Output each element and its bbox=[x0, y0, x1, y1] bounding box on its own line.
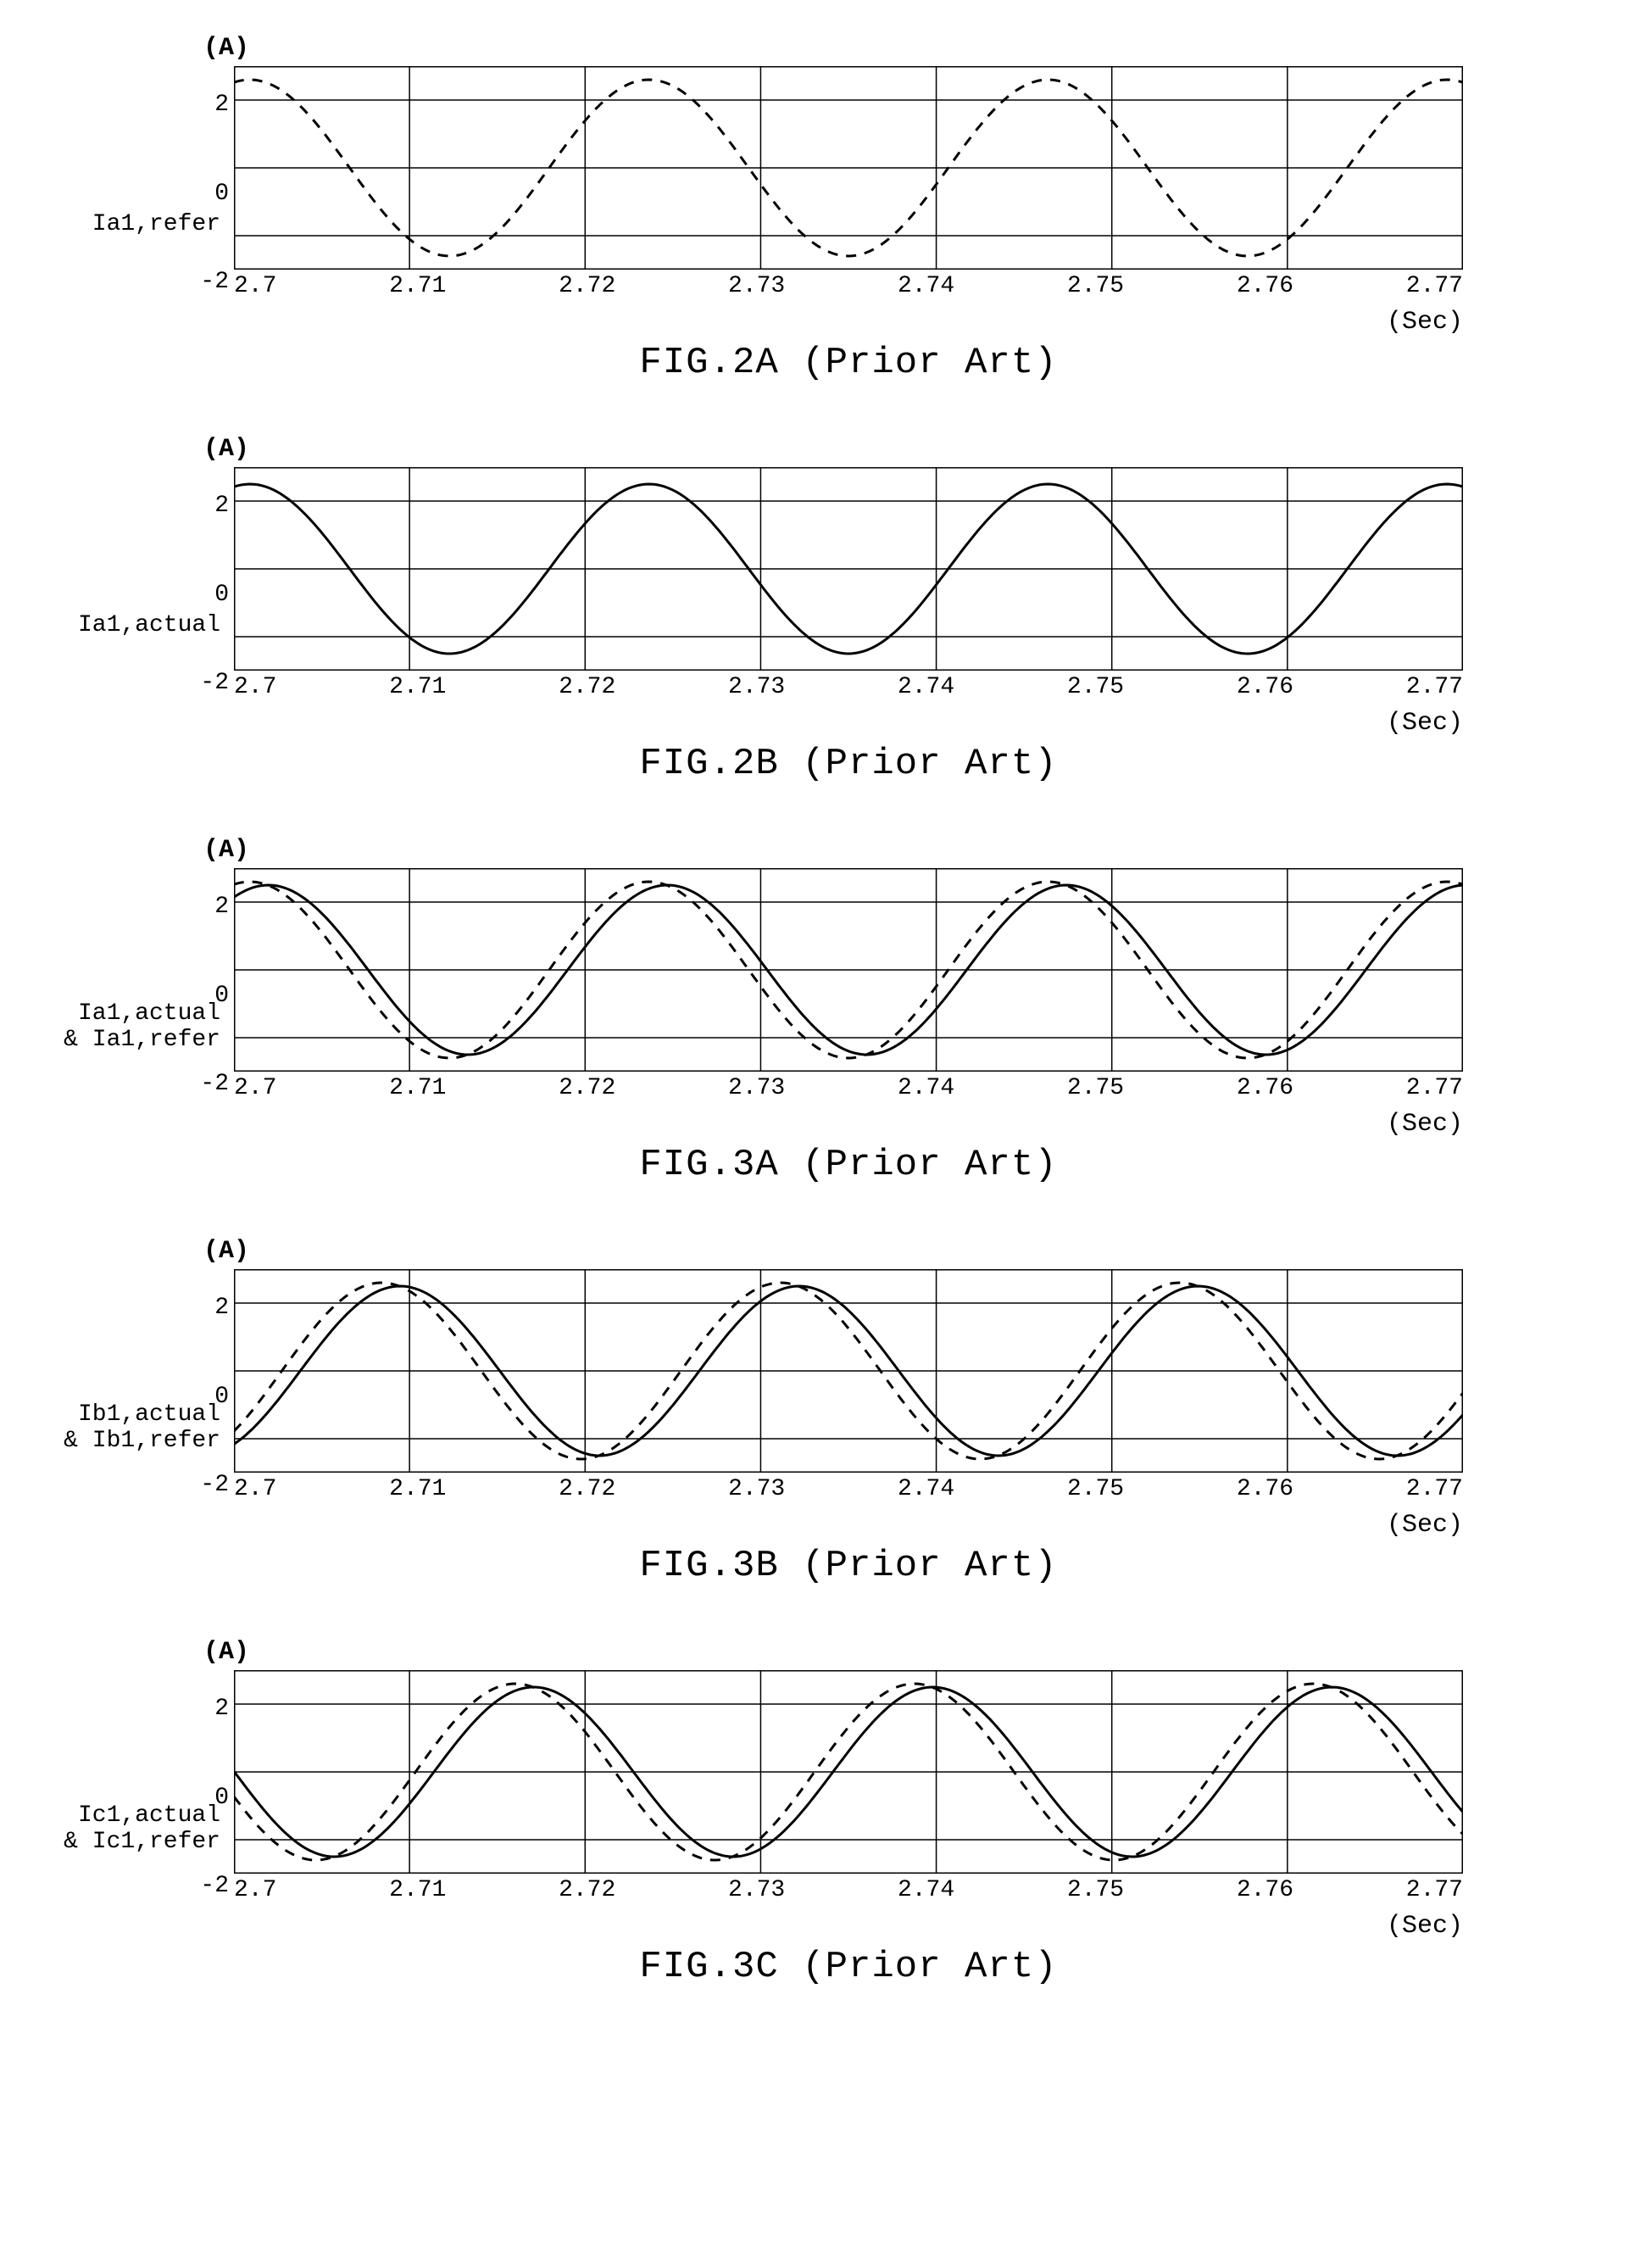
figure-caption: FIG.3A (Prior Art) bbox=[234, 1144, 1463, 1186]
x-tick: 2.72 bbox=[559, 674, 615, 700]
x-tick: 2.71 bbox=[389, 1075, 446, 1101]
x-tick: 2.73 bbox=[728, 1075, 785, 1101]
y-tick: 2 bbox=[192, 1295, 229, 1321]
y-tick-labels: 2 0 -2 bbox=[192, 868, 229, 1122]
x-tick: 2.71 bbox=[389, 273, 446, 299]
plot-area bbox=[234, 66, 1463, 270]
y-tick: 2 bbox=[192, 894, 229, 920]
y-tick: 0 bbox=[192, 983, 229, 1009]
figure-caption: FIG.3B (Prior Art) bbox=[234, 1545, 1463, 1587]
y-tick: -2 bbox=[192, 670, 229, 696]
x-tick: 2.77 bbox=[1406, 674, 1463, 700]
plot-area bbox=[234, 868, 1463, 1072]
y-tick: 2 bbox=[192, 92, 229, 118]
x-tick: 2.72 bbox=[559, 1075, 615, 1101]
x-tick: 2.7 bbox=[234, 1075, 276, 1101]
x-tick: 2.74 bbox=[898, 1476, 954, 1502]
x-tick: 2.77 bbox=[1406, 1476, 1463, 1502]
x-tick: 2.7 bbox=[234, 674, 276, 700]
x-tick-labels: 2.7 2.71 2.72 2.73 2.74 2.75 2.76 2.77 bbox=[234, 273, 1463, 299]
x-tick: 2.72 bbox=[559, 1476, 615, 1502]
x-tick: 2.7 bbox=[234, 1476, 276, 1502]
x-tick: 2.75 bbox=[1067, 1877, 1124, 1903]
x-tick-labels: 2.7 2.71 2.72 2.73 2.74 2.75 2.76 2.77 bbox=[234, 1476, 1463, 1502]
x-tick: 2.74 bbox=[898, 273, 954, 299]
panel-fig2b: (A)Ia1,actual20-22.72.712.722.732.742.75… bbox=[51, 435, 1601, 785]
x-tick: 2.76 bbox=[1237, 1877, 1293, 1903]
x-tick: 2.73 bbox=[728, 273, 785, 299]
y-tick: 0 bbox=[192, 1785, 229, 1811]
plot-area bbox=[234, 467, 1463, 671]
x-tick-labels: 2.7 2.71 2.72 2.73 2.74 2.75 2.76 2.77 bbox=[234, 1075, 1463, 1101]
y-tick-labels: 2 0 -2 bbox=[192, 1670, 229, 1925]
x-unit-label: (Sec) bbox=[234, 1912, 1463, 1941]
x-tick: 2.72 bbox=[559, 273, 615, 299]
panel-fig2a: (A)Ia1,refer20-22.72.712.722.732.742.752… bbox=[51, 34, 1601, 384]
panel-fig3c: (A)Ic1,actual & Ic1,refer20-22.72.712.72… bbox=[51, 1638, 1601, 1988]
y-tick: 2 bbox=[192, 1696, 229, 1722]
x-tick: 2.73 bbox=[728, 674, 785, 700]
x-tick: 2.73 bbox=[728, 1877, 785, 1903]
figure-caption: FIG.2B (Prior Art) bbox=[234, 743, 1463, 785]
x-unit-label: (Sec) bbox=[234, 308, 1463, 337]
figure-panels-container: (A)Ia1,refer20-22.72.712.722.732.742.752… bbox=[51, 34, 1601, 1988]
x-tick: 2.7 bbox=[234, 273, 276, 299]
y-tick: -2 bbox=[192, 269, 229, 295]
x-tick: 2.71 bbox=[389, 674, 446, 700]
plot-area bbox=[234, 1670, 1463, 1874]
y-tick: 0 bbox=[192, 1384, 229, 1410]
x-tick: 2.76 bbox=[1237, 1476, 1293, 1502]
panel-fig3a: (A)Ia1,actual & Ia1,refer20-22.72.712.72… bbox=[51, 836, 1601, 1186]
x-tick: 2.71 bbox=[389, 1476, 446, 1502]
y-unit-label: (A) bbox=[203, 34, 1601, 63]
x-tick: 2.74 bbox=[898, 674, 954, 700]
figure-caption: FIG.2A (Prior Art) bbox=[234, 342, 1463, 384]
x-tick: 2.7 bbox=[234, 1877, 276, 1903]
x-unit-label: (Sec) bbox=[234, 1511, 1463, 1540]
x-unit-label: (Sec) bbox=[234, 709, 1463, 738]
x-tick: 2.76 bbox=[1237, 674, 1293, 700]
x-tick-labels: 2.7 2.71 2.72 2.73 2.74 2.75 2.76 2.77 bbox=[234, 674, 1463, 700]
y-tick-labels: 2 0 -2 bbox=[192, 66, 229, 320]
x-tick: 2.75 bbox=[1067, 1075, 1124, 1101]
x-tick: 2.75 bbox=[1067, 1476, 1124, 1502]
x-tick-labels: 2.7 2.71 2.72 2.73 2.74 2.75 2.76 2.77 bbox=[234, 1877, 1463, 1903]
x-tick: 2.74 bbox=[898, 1877, 954, 1903]
y-tick-labels: 2 0 -2 bbox=[192, 1269, 229, 1523]
x-tick: 2.72 bbox=[559, 1877, 615, 1903]
figure-caption: FIG.3C (Prior Art) bbox=[234, 1946, 1463, 1988]
y-tick: 0 bbox=[192, 582, 229, 608]
x-tick: 2.74 bbox=[898, 1075, 954, 1101]
y-tick: -2 bbox=[192, 1873, 229, 1899]
y-tick-labels: 2 0 -2 bbox=[192, 467, 229, 721]
y-tick: -2 bbox=[192, 1472, 229, 1498]
x-tick: 2.73 bbox=[728, 1476, 785, 1502]
plot-area bbox=[234, 1269, 1463, 1473]
y-tick: -2 bbox=[192, 1071, 229, 1097]
y-tick: 0 bbox=[192, 181, 229, 207]
x-tick: 2.71 bbox=[389, 1877, 446, 1903]
x-tick: 2.76 bbox=[1237, 1075, 1293, 1101]
x-tick: 2.75 bbox=[1067, 674, 1124, 700]
x-tick: 2.77 bbox=[1406, 1075, 1463, 1101]
y-unit-label: (A) bbox=[203, 435, 1601, 464]
y-unit-label: (A) bbox=[203, 836, 1601, 865]
panel-fig3b: (A)Ib1,actual & Ib1,refer20-22.72.712.72… bbox=[51, 1237, 1601, 1587]
x-unit-label: (Sec) bbox=[234, 1110, 1463, 1139]
x-tick: 2.75 bbox=[1067, 273, 1124, 299]
y-tick: 2 bbox=[192, 493, 229, 519]
x-tick: 2.76 bbox=[1237, 273, 1293, 299]
x-tick: 2.77 bbox=[1406, 273, 1463, 299]
y-unit-label: (A) bbox=[203, 1638, 1601, 1667]
x-tick: 2.77 bbox=[1406, 1877, 1463, 1903]
y-unit-label: (A) bbox=[203, 1237, 1601, 1266]
